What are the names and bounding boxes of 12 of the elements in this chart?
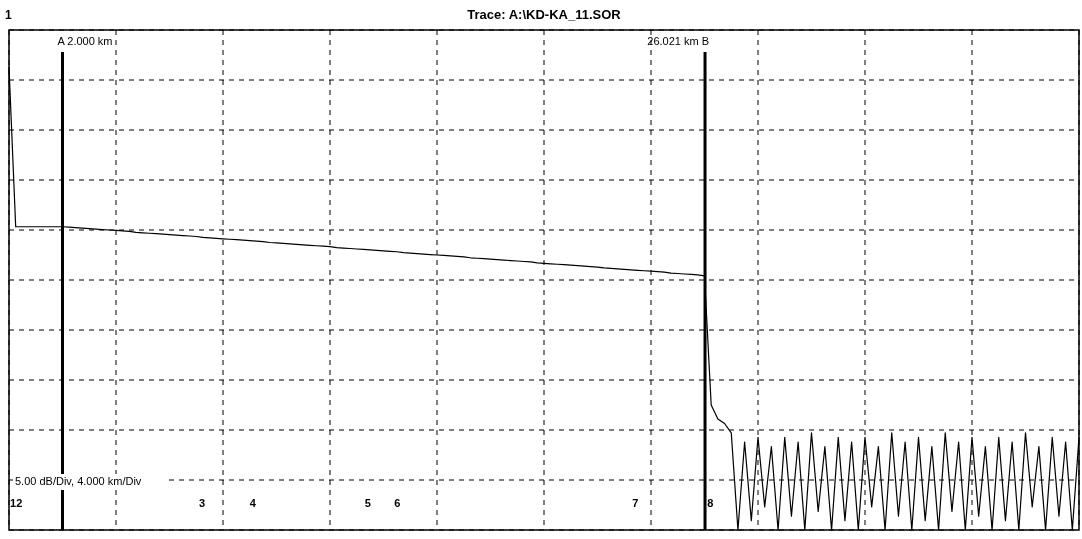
text: A 2.000 km bbox=[57, 35, 113, 47]
text: 26.021 km B bbox=[647, 35, 710, 47]
annotation: 3 bbox=[198, 497, 206, 509]
annotation: 5.00 dB/Div, 4.000 km/Div bbox=[15, 475, 142, 487]
annotation: 7 bbox=[632, 497, 639, 509]
annotation: 8 bbox=[707, 497, 714, 509]
annotation: 6 bbox=[394, 497, 401, 509]
text: 1 bbox=[5, 8, 12, 22]
annotation: 5 bbox=[364, 497, 371, 509]
chart-title: Trace: A:\KD-KA_11.SOR bbox=[467, 7, 622, 22]
annotation: 12 bbox=[10, 497, 23, 509]
annotation: 4 bbox=[249, 497, 257, 509]
